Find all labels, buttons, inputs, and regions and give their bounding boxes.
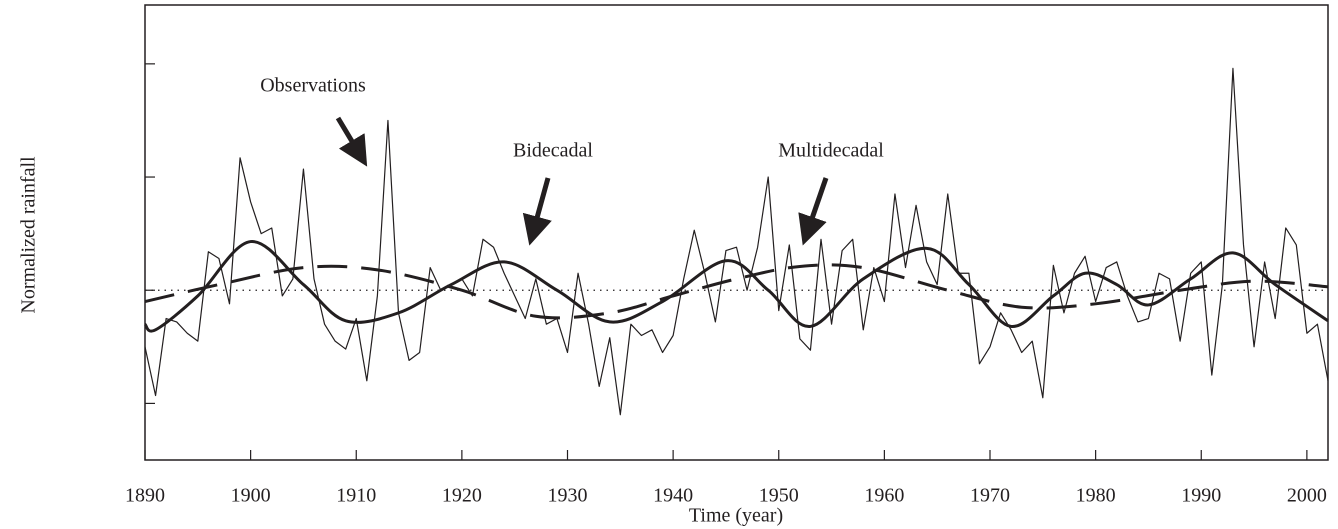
x-tick-label: 1900 [231, 485, 271, 507]
x-tick-label: 1930 [548, 485, 588, 507]
x-tick-label: 1960 [864, 485, 904, 507]
x-axis-label: Time (year) [689, 505, 783, 527]
annotation: Bidecadal [513, 140, 593, 162]
x-tick-label: 1980 [1076, 485, 1116, 507]
arrow [522, 177, 552, 246]
arrow [798, 177, 829, 246]
annotation: Observations [260, 75, 366, 97]
x-tick-label: 1920 [442, 485, 482, 507]
x-tick-label: 1970 [970, 485, 1010, 507]
data-line [144, 67, 1329, 416]
annotation: Multidecadal [778, 140, 884, 162]
x-tick-label: 1950 [759, 485, 799, 507]
arrow [335, 116, 368, 167]
x-tick-label: 1990 [1181, 485, 1221, 507]
x-tick-label: 1940 [653, 485, 693, 507]
x-tick-label: 1910 [336, 485, 376, 507]
y-axis-label: Normalized rainfall [18, 156, 40, 314]
arrows [335, 116, 829, 246]
x-tick-label: 1890 [125, 485, 165, 507]
data-line [143, 240, 1329, 333]
plot-frame [144, 4, 1329, 461]
x-tick-label: 2000 [1287, 485, 1327, 507]
